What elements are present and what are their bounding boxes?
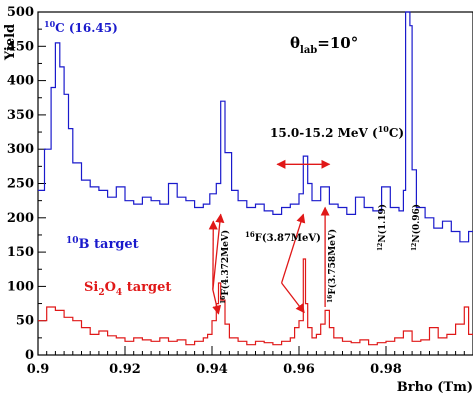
x-tick-label: 0.94 — [196, 362, 228, 377]
arrow-f16-4372-red — [212, 289, 222, 315]
y-tick-label: 500 — [7, 5, 34, 20]
plot-frame — [37, 11, 473, 356]
f16-4372-label: 16F(4.372MeV) — [220, 230, 231, 304]
c10-label: 10C (16.45) — [44, 19, 118, 35]
series-10b-target — [38, 11, 473, 243]
x-tick-label: 0.96 — [283, 362, 315, 377]
n12-119-label: 12N(1.19) — [377, 204, 388, 251]
si-target-label: Si2O4 target — [84, 280, 171, 298]
y-tick-label: 150 — [7, 245, 34, 260]
b10-target-label: 10B target — [66, 236, 139, 252]
y-tick-label: 300 — [7, 142, 34, 157]
x-axis-label: Brho (Tm) — [397, 380, 473, 395]
y-tick-label: 50 — [16, 314, 34, 329]
axis-ticks: 0 50 100 150 200 250 300 350 400 450 500 0.9 0.92 0.9… — [7, 5, 465, 377]
x-tick-label: 0.9 — [27, 362, 50, 377]
y-axis-label: Yield — [3, 24, 18, 61]
y-tick-label: 350 — [7, 108, 34, 123]
series-layer — [38, 11, 473, 346]
arrow-f16-387-red — [281, 282, 305, 314]
range-label: 15.0-15.2 MeV (10C) — [270, 124, 404, 140]
n12-096-label: 12N(0.96) — [411, 204, 422, 251]
theta-label: θlab=10° — [290, 34, 358, 56]
arrow-f16-4372-upper — [212, 213, 225, 290]
y-tick-label: 0 — [25, 348, 34, 363]
y-tick-label: 400 — [7, 74, 34, 89]
f16-387-label: 16F(3.87MeV) — [245, 230, 321, 244]
series-si2o4-target — [38, 258, 473, 346]
y-tick-label: 100 — [7, 279, 34, 294]
arrow-f16-387-blue — [280, 213, 306, 284]
y-tick-label: 200 — [7, 211, 34, 226]
x-tick-label: 0.98 — [370, 362, 402, 377]
y-tick-label: 450 — [7, 39, 34, 54]
y-tick-label: 250 — [7, 177, 34, 192]
f16-3758-label: 16F(3.758MeV) — [327, 229, 338, 303]
x-tick-label: 0.92 — [109, 362, 141, 377]
annotation-arrows — [208, 159, 331, 315]
